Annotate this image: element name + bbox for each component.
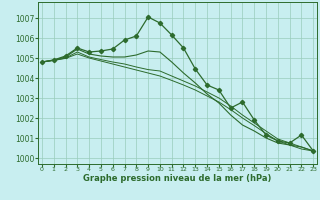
X-axis label: Graphe pression niveau de la mer (hPa): Graphe pression niveau de la mer (hPa)	[84, 174, 272, 183]
